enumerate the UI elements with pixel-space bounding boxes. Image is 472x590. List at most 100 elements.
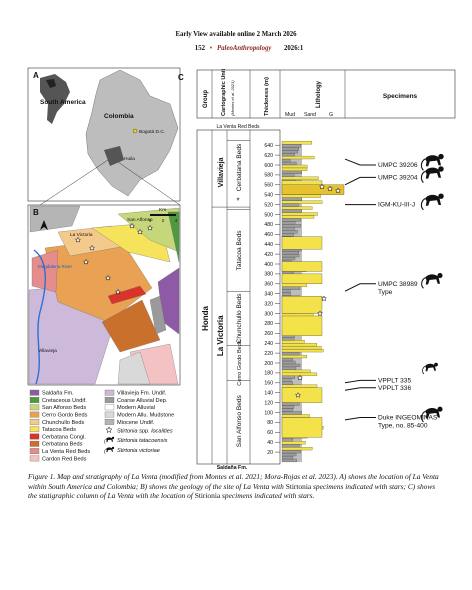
monkey-body <box>425 274 440 285</box>
thickness-tick-label: 280 <box>264 321 273 327</box>
specimen-leader <box>344 283 376 292</box>
base-unit: Saldaña Fm. <box>217 465 248 470</box>
header: Group <box>203 90 209 108</box>
geology-unit <box>101 299 161 353</box>
legend-label: San Alfonso Beds <box>42 405 86 411</box>
lithology-bed <box>281 251 299 255</box>
map-label: South America <box>40 99 86 106</box>
sand-body <box>281 236 323 250</box>
legend-swatch <box>29 455 40 462</box>
north-arrow <box>40 220 48 230</box>
lithology-bed <box>281 438 293 442</box>
legend-swatch <box>29 448 40 454</box>
lithology-bed <box>281 366 297 370</box>
lithology-bed <box>281 173 295 177</box>
journal: PaleoAnthropology <box>217 45 272 52</box>
monkey-head <box>111 436 115 440</box>
geology-unit <box>149 295 167 335</box>
thickness-tick-label: 440 <box>264 242 273 248</box>
unit-name: Chunchullo Beds <box>236 293 243 344</box>
connector <box>117 161 181 206</box>
colombia-highlight <box>46 79 56 88</box>
thickness-tick-label: 200 <box>264 361 273 367</box>
legend-swatch <box>104 411 115 418</box>
lithology-bed <box>281 224 301 228</box>
lithology-bed <box>281 378 292 382</box>
caption-text: Figure 1. Map and stratigraphy of La Ven… <box>28 472 439 491</box>
lithology-bed <box>281 292 291 296</box>
monkey-head <box>438 193 444 199</box>
panel-letter: B <box>33 208 39 217</box>
monkey-tail <box>104 448 107 455</box>
monkey-icon <box>420 166 444 183</box>
legend-label: Tatacoa Beds <box>42 427 76 433</box>
lithology-bed <box>281 351 300 356</box>
monkey-icon <box>421 273 443 289</box>
thickness-tick-label: 380 <box>264 272 273 278</box>
legend-label: La Venta Red Beds <box>42 449 90 455</box>
legend-label: Cerbatana Beds <box>42 442 83 448</box>
monkey-icon <box>421 406 443 423</box>
legend-label: Modern Alluvial <box>117 405 155 411</box>
lithology-bed <box>281 283 308 287</box>
monkey-body <box>106 437 113 443</box>
header: Cartographic Unit <box>221 69 227 116</box>
lithology-bed <box>281 357 293 362</box>
thickness-tick-label: 140 <box>264 391 273 397</box>
lithology-bed <box>281 286 301 290</box>
caption-taxon: Stirionia <box>194 491 221 501</box>
map-label: La Victoria <box>70 232 93 238</box>
lithology-bed <box>281 349 324 353</box>
caption-text: specimens indicated with stars. <box>220 491 315 501</box>
monkey-tail <box>422 365 426 375</box>
legend-label: Modern Allu. Mudstone <box>117 413 174 419</box>
lithology-bed <box>281 455 294 460</box>
sand-body <box>281 261 323 272</box>
scale-unit: Km <box>159 207 166 213</box>
river <box>33 249 46 385</box>
legend-swatch <box>29 404 40 411</box>
monkey-head <box>437 406 443 412</box>
monkey-body <box>425 407 440 419</box>
scale-tick-label: 0 <box>149 218 152 223</box>
lithology-bed <box>281 256 296 261</box>
sand-body <box>281 273 323 284</box>
scale-bar <box>150 214 176 216</box>
issue: 2026:1 <box>284 45 304 52</box>
lithology-bed <box>281 408 293 412</box>
legend-swatch <box>29 433 40 440</box>
map-label: Bogotá D.C. <box>139 129 165 135</box>
monkey-head <box>438 153 444 160</box>
header: Specimens <box>383 93 418 100</box>
geology-unit <box>117 351 151 385</box>
lithology-bed <box>281 230 298 234</box>
panel-c: C Group Cartographic Unit (Montes et al.… <box>178 69 456 470</box>
specimen-label: UMPC 38989 <box>378 281 418 288</box>
scale-tick-label: 2 <box>162 218 165 223</box>
monkey-tail <box>421 277 426 289</box>
huila-shape <box>104 146 124 166</box>
lithology-bed <box>281 141 313 145</box>
lithology-bed <box>281 227 295 231</box>
lithology-bed <box>281 233 294 237</box>
thickness-tick-label: 260 <box>264 331 273 337</box>
page-number: 152 <box>195 45 206 52</box>
lithology-bed <box>281 150 299 154</box>
lithology-bed <box>281 414 310 418</box>
lithology-bed <box>281 155 315 160</box>
formation-name: Villavieja <box>218 157 225 187</box>
lithology-bed <box>281 343 317 347</box>
star <box>318 183 326 190</box>
lithology-bed <box>281 337 295 341</box>
monkey-tail <box>420 158 426 171</box>
monkey-tail <box>420 170 426 183</box>
lithology-bed <box>281 384 318 388</box>
scale-tick-label: 4 <box>175 218 178 223</box>
legend-label: Villavieja Fm. Undif. <box>117 391 167 397</box>
sand-body <box>281 387 323 403</box>
monkey-icon <box>422 362 438 375</box>
thickness-tick-label: 180 <box>264 371 273 377</box>
thickness-tick-label: 600 <box>264 163 273 169</box>
lithology-bed <box>281 441 306 445</box>
caption: Figure 1. Map and stratigraphy of La Ven… <box>28 472 446 501</box>
